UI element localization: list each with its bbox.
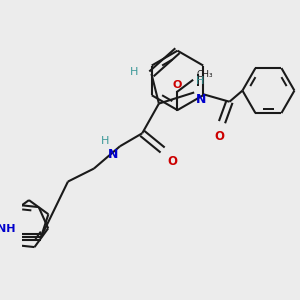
Text: O: O — [167, 154, 177, 168]
Text: NH: NH — [0, 224, 15, 233]
Text: O: O — [173, 80, 182, 90]
Text: N: N — [196, 93, 206, 106]
Text: CH₃: CH₃ — [196, 70, 213, 79]
Text: H: H — [196, 76, 204, 86]
Text: O: O — [214, 130, 224, 142]
Text: H: H — [130, 67, 139, 77]
Text: N: N — [108, 148, 118, 161]
Text: H: H — [100, 136, 109, 146]
